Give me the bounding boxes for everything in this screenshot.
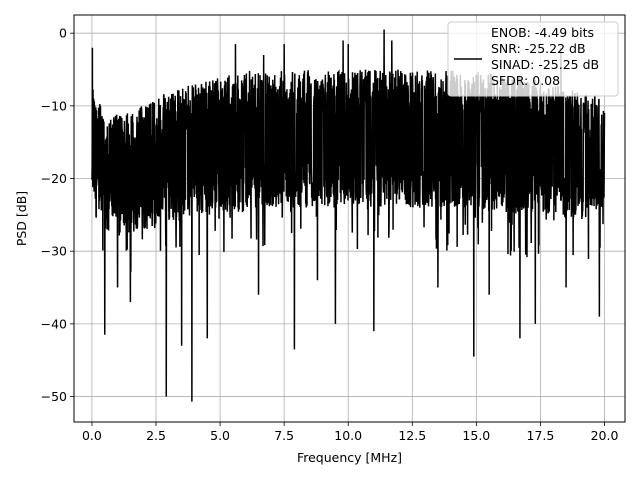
legend-enob-text: ENOB: -4.49 bits bbox=[491, 25, 594, 40]
x-tick-label: 5.0 bbox=[210, 428, 230, 443]
x-tick-label: 12.5 bbox=[398, 428, 426, 443]
plot-area bbox=[91, 29, 606, 402]
legend-snr-text: SNR: -25.22 dB bbox=[491, 41, 586, 56]
y-tick-label: −40 bbox=[41, 316, 67, 331]
x-tick-label: 0.0 bbox=[82, 428, 102, 443]
x-tick-label: 7.5 bbox=[274, 428, 294, 443]
legend: ENOB: -4.49 bits SNR: -25.22 dB SINAD: -… bbox=[447, 21, 619, 97]
y-tick-label: −10 bbox=[41, 98, 67, 113]
x-tick-label: 17.5 bbox=[527, 428, 555, 443]
y-tick-label: −50 bbox=[41, 389, 67, 404]
y-tick-label: −30 bbox=[41, 244, 67, 259]
legend-sinad-text: SINAD: -25.25 dB bbox=[491, 57, 599, 72]
x-axis-label: Frequency [MHz] bbox=[297, 450, 402, 465]
y-axis-label: PSD [dB] bbox=[14, 191, 29, 246]
axes-frame bbox=[73, 14, 626, 423]
legend-box bbox=[447, 21, 619, 97]
y-tick-label: 0 bbox=[59, 26, 67, 41]
y-axis-ticks: 0 −10 −20 −30 −40 −50 bbox=[41, 26, 74, 404]
x-tick-label: 10.0 bbox=[334, 428, 362, 443]
x-axis-ticks: 0.0 2.5 5.0 7.5 10.0 12.5 15.0 17.5 20.0 bbox=[82, 422, 618, 443]
x-tick-label: 20.0 bbox=[591, 428, 619, 443]
x-tick-label: 2.5 bbox=[146, 428, 166, 443]
x-tick-label: 15.0 bbox=[462, 428, 490, 443]
legend-sfdr-text: SFDR: 0.08 bbox=[491, 73, 560, 88]
y-tick-label: −20 bbox=[41, 171, 67, 186]
psd-series-line bbox=[91, 29, 606, 402]
